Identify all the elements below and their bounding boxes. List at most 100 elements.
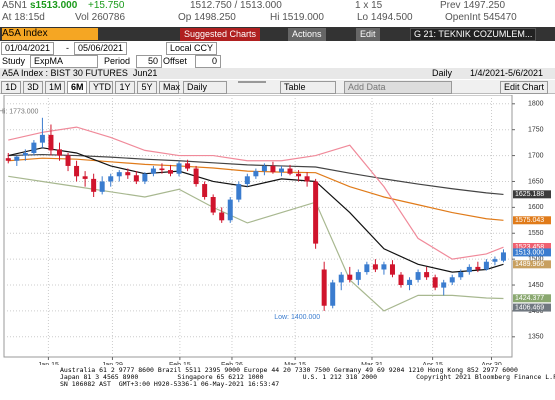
candle-body — [441, 282, 447, 288]
period-button[interactable]: 1M — [45, 81, 65, 94]
period-button[interactable]: 5Y — [137, 81, 157, 94]
frequency: Daily — [432, 68, 453, 78]
candle-body — [321, 269, 327, 306]
candle-body — [287, 168, 293, 174]
candle-body — [261, 165, 267, 172]
date-range: 1/4/2021-5/6/2021 — [470, 68, 544, 78]
candle-body — [236, 184, 242, 200]
value-tag-label: 1513.000 — [515, 249, 544, 256]
study-line — [8, 147, 504, 273]
y-tick-label: 1750 — [528, 127, 544, 134]
footer-line: Japan 81 3 4565 8900 Singapore 65 6212 1… — [60, 373, 555, 381]
value-tag-label: 1424.377 — [515, 295, 544, 302]
candle-body — [270, 165, 276, 173]
annotation: Hi: 1773.000 — [0, 109, 39, 116]
size: 1 x 15 — [355, 0, 383, 11]
study[interactable]: ExpMA — [30, 55, 98, 68]
y-tick-label: 1600 — [528, 204, 544, 211]
prev: Prev 1497.250 — [440, 0, 506, 11]
footer-line: SN 106082 AST GMT+3:00 H920-5336-1 06-Ma… — [60, 380, 280, 388]
period-button[interactable]: 3D — [23, 81, 43, 94]
candle-body — [176, 163, 182, 174]
security[interactable]: A5A Index — [2, 28, 98, 40]
candle-body — [466, 266, 472, 273]
candle-body — [253, 171, 259, 177]
period[interactable]: 50 — [136, 55, 162, 68]
period-button[interactable]: YTD — [89, 81, 113, 94]
candle-body — [56, 149, 62, 156]
x-tick-label: Feb 15 — [169, 362, 191, 365]
chart-type[interactable] — [238, 81, 266, 83]
x-tick-label: Mar 15 — [284, 362, 306, 365]
candle-body — [381, 264, 387, 270]
y-tick-label: 1450 — [528, 282, 544, 289]
offset[interactable]: 0 — [195, 55, 221, 68]
y-tick-label: 1800 — [528, 101, 544, 108]
edit-chart[interactable]: Edit Chart — [500, 81, 549, 94]
candle-body — [475, 266, 481, 270]
candle-body — [185, 163, 191, 169]
frequency-select[interactable]: Daily — [183, 81, 227, 94]
template[interactable]: G 21: TEKNIK COZUMLEM... — [410, 28, 537, 41]
candle-body — [244, 176, 250, 185]
edit[interactable]: Edit — [356, 28, 380, 41]
candle-body — [372, 264, 378, 270]
actions[interactable]: Actions — [288, 28, 326, 41]
footer-line: Australia 61 2 9777 8600 Brazil 5511 239… — [60, 366, 518, 374]
study-label: Study — [2, 56, 26, 66]
plot-area — [3, 95, 513, 358]
candle-body — [364, 264, 370, 273]
x-tick-label: Apr 30 — [481, 362, 502, 365]
last: s1513.000 — [30, 0, 78, 11]
vol: Vol 260786 — [75, 12, 126, 23]
suggested-charts[interactable]: Suggested Charts — [180, 28, 261, 41]
ticker: A5N1 — [2, 0, 28, 11]
value-tag — [513, 260, 551, 269]
value-tag-label: 1625.188 — [515, 191, 544, 198]
candle-body — [398, 274, 404, 286]
candle-body — [14, 156, 20, 161]
candle-body — [389, 264, 395, 275]
candle-body — [91, 178, 97, 192]
add-data[interactable]: Add Data — [344, 81, 452, 94]
candle-body — [82, 176, 88, 179]
end-date[interactable]: 05/06/2021 — [74, 42, 128, 55]
period-button[interactable]: 1Y — [115, 81, 135, 94]
candle-body — [5, 158, 11, 161]
candle-body — [210, 197, 216, 213]
x-tick-label: Apr 15 — [422, 362, 443, 365]
time: At 18:15d — [2, 12, 45, 23]
candle-body — [304, 176, 310, 182]
candle-body — [449, 277, 455, 283]
table[interactable]: Table — [280, 81, 336, 94]
period-button[interactable]: 1D — [1, 81, 21, 94]
value-tag — [513, 248, 551, 257]
candle-body — [500, 252, 506, 261]
candle-body — [65, 155, 71, 166]
y-tick-label: 1550 — [528, 230, 544, 237]
candle-body — [125, 172, 131, 176]
currency[interactable]: Local CCY — [166, 42, 218, 55]
value-tag — [513, 216, 551, 225]
period-label: Period — [104, 56, 131, 66]
period-button[interactable]: 6M — [67, 81, 87, 94]
candle-body — [159, 168, 165, 171]
candle-body — [347, 274, 353, 280]
value-tag — [513, 190, 551, 199]
candle-body — [355, 272, 361, 280]
y-tick-label: 1700 — [528, 152, 544, 159]
value-tag — [513, 242, 551, 251]
start-date[interactable]: 01/04/2021 — [1, 42, 55, 55]
candle-body — [193, 168, 199, 185]
candle-body — [22, 152, 28, 156]
value-tag-label: 1406.469 — [515, 304, 544, 311]
period-button[interactable]: Max — [159, 81, 180, 94]
chart: 1350140014501500155016001650170017501800… — [0, 95, 551, 365]
study-line — [8, 126, 504, 260]
candle-body — [415, 272, 421, 280]
x-tick-label: Jan 15 — [38, 362, 59, 365]
x-tick-label: Feb 26 — [221, 362, 243, 365]
candle-body — [116, 172, 122, 177]
y-tick-label: 1650 — [528, 178, 544, 185]
